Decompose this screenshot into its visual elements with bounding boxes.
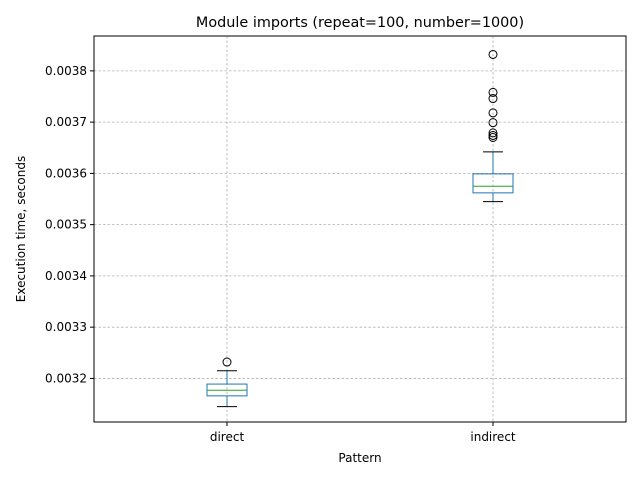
chart-title: Module imports (repeat=100, number=1000) <box>196 15 524 31</box>
box-group-indirect <box>472 49 514 203</box>
axis-ticks: 0.0032 0.0033 0.0034 0.0035 0.0036 0.0037 0.00… <box>45 64 516 444</box>
outlier-point <box>488 128 498 138</box>
y-tick-label: 0.0038 <box>45 64 87 78</box>
y-axis-label: Execution time, seconds <box>14 156 28 303</box>
outlier-point <box>488 118 498 128</box>
y-tick-label: 0.0032 <box>45 371 87 385</box>
y-tick-label: 0.0037 <box>45 115 87 129</box>
outlier-point <box>488 132 498 142</box>
outlier-point <box>488 108 498 118</box>
y-tick-label: 0.0036 <box>45 166 87 180</box>
x-tick-label: indirect <box>470 430 516 444</box>
outlier-point <box>488 87 498 97</box>
y-tick-label: 0.0033 <box>45 320 87 334</box>
axes-frame <box>93 35 627 423</box>
outlier-point <box>222 357 232 367</box>
outlier-point <box>488 94 498 104</box>
outlier-point <box>488 49 498 59</box>
plot-boxes <box>206 49 514 408</box>
x-axis-label: Pattern <box>338 451 381 465</box>
iqr-box <box>472 173 514 194</box>
y-tick-label: 0.0035 <box>45 218 87 232</box>
y-tick-label: 0.0034 <box>45 269 87 283</box>
box-group-direct <box>206 357 248 408</box>
x-tick-label: direct <box>210 430 245 444</box>
